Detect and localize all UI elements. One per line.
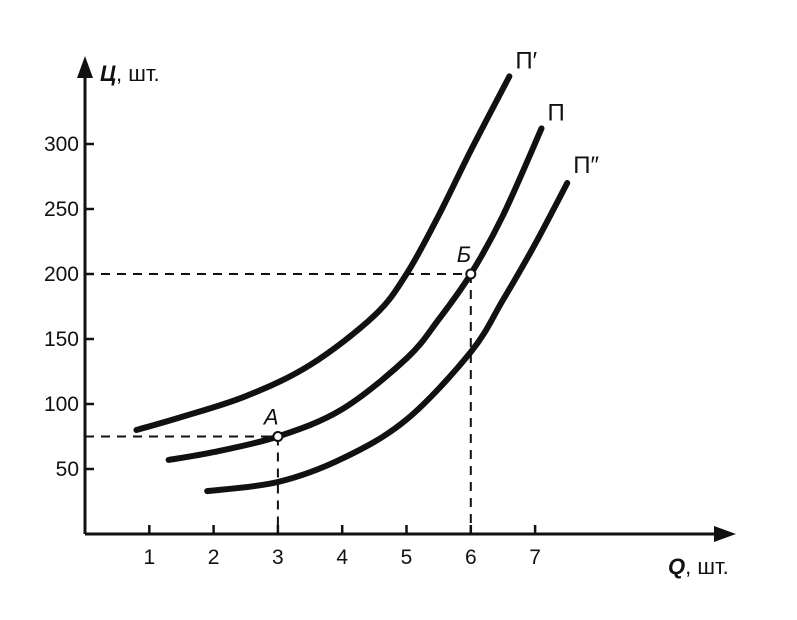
series-curve-1 [133,73,513,433]
y-axis-label-unit: , шт. [116,61,160,86]
x-tick-label-7: 7 [529,546,541,569]
y-axis-arrow [77,56,93,78]
x-axis-arrow [714,526,736,542]
y-tick-label-200: 200 [44,263,79,286]
x-tick-label-6: 6 [465,546,477,569]
y-tick-label-300: 300 [44,133,79,156]
x-ticks: 1 2 3 4 5 6 7 [143,525,541,569]
axes [77,56,736,542]
point-label-2: Б [457,242,471,267]
series-label-3: П″ [573,152,599,179]
x-axis-label-var: Q [668,554,685,579]
x-tick-label-5: 5 [401,546,413,569]
series-label-2: П [548,99,565,126]
y-axis-label-var: Ц [100,61,116,86]
point-2 [465,268,477,280]
series-curve-2 [165,125,545,463]
point-1 [272,431,284,442]
y-axis-label: Ц, шт. [100,61,160,86]
x-axis-label-unit: , шт. [685,554,729,579]
x-tick-label-3: 3 [272,546,284,569]
x-tick-label-1: 1 [143,546,155,569]
series-label-1: П′ [515,47,537,74]
y-tick-label-50: 50 [56,458,79,481]
y-tick-label-150: 150 [44,328,79,351]
points: АБ [262,242,477,442]
curves [133,73,571,495]
y-tick-label-250: 250 [44,198,79,221]
x-tick-label-2: 2 [208,546,220,569]
guide-lines [85,273,472,534]
y-tick-label-100: 100 [44,393,79,416]
y-ticks: 50 100 150 200 250 300 [44,133,94,481]
x-tick-label-4: 4 [336,546,348,569]
point-label-1: А [262,405,279,430]
x-axis-label: Q, шт. [668,554,729,579]
series-curve-3 [204,180,571,495]
series-labels: П′ П П″ [515,47,599,179]
